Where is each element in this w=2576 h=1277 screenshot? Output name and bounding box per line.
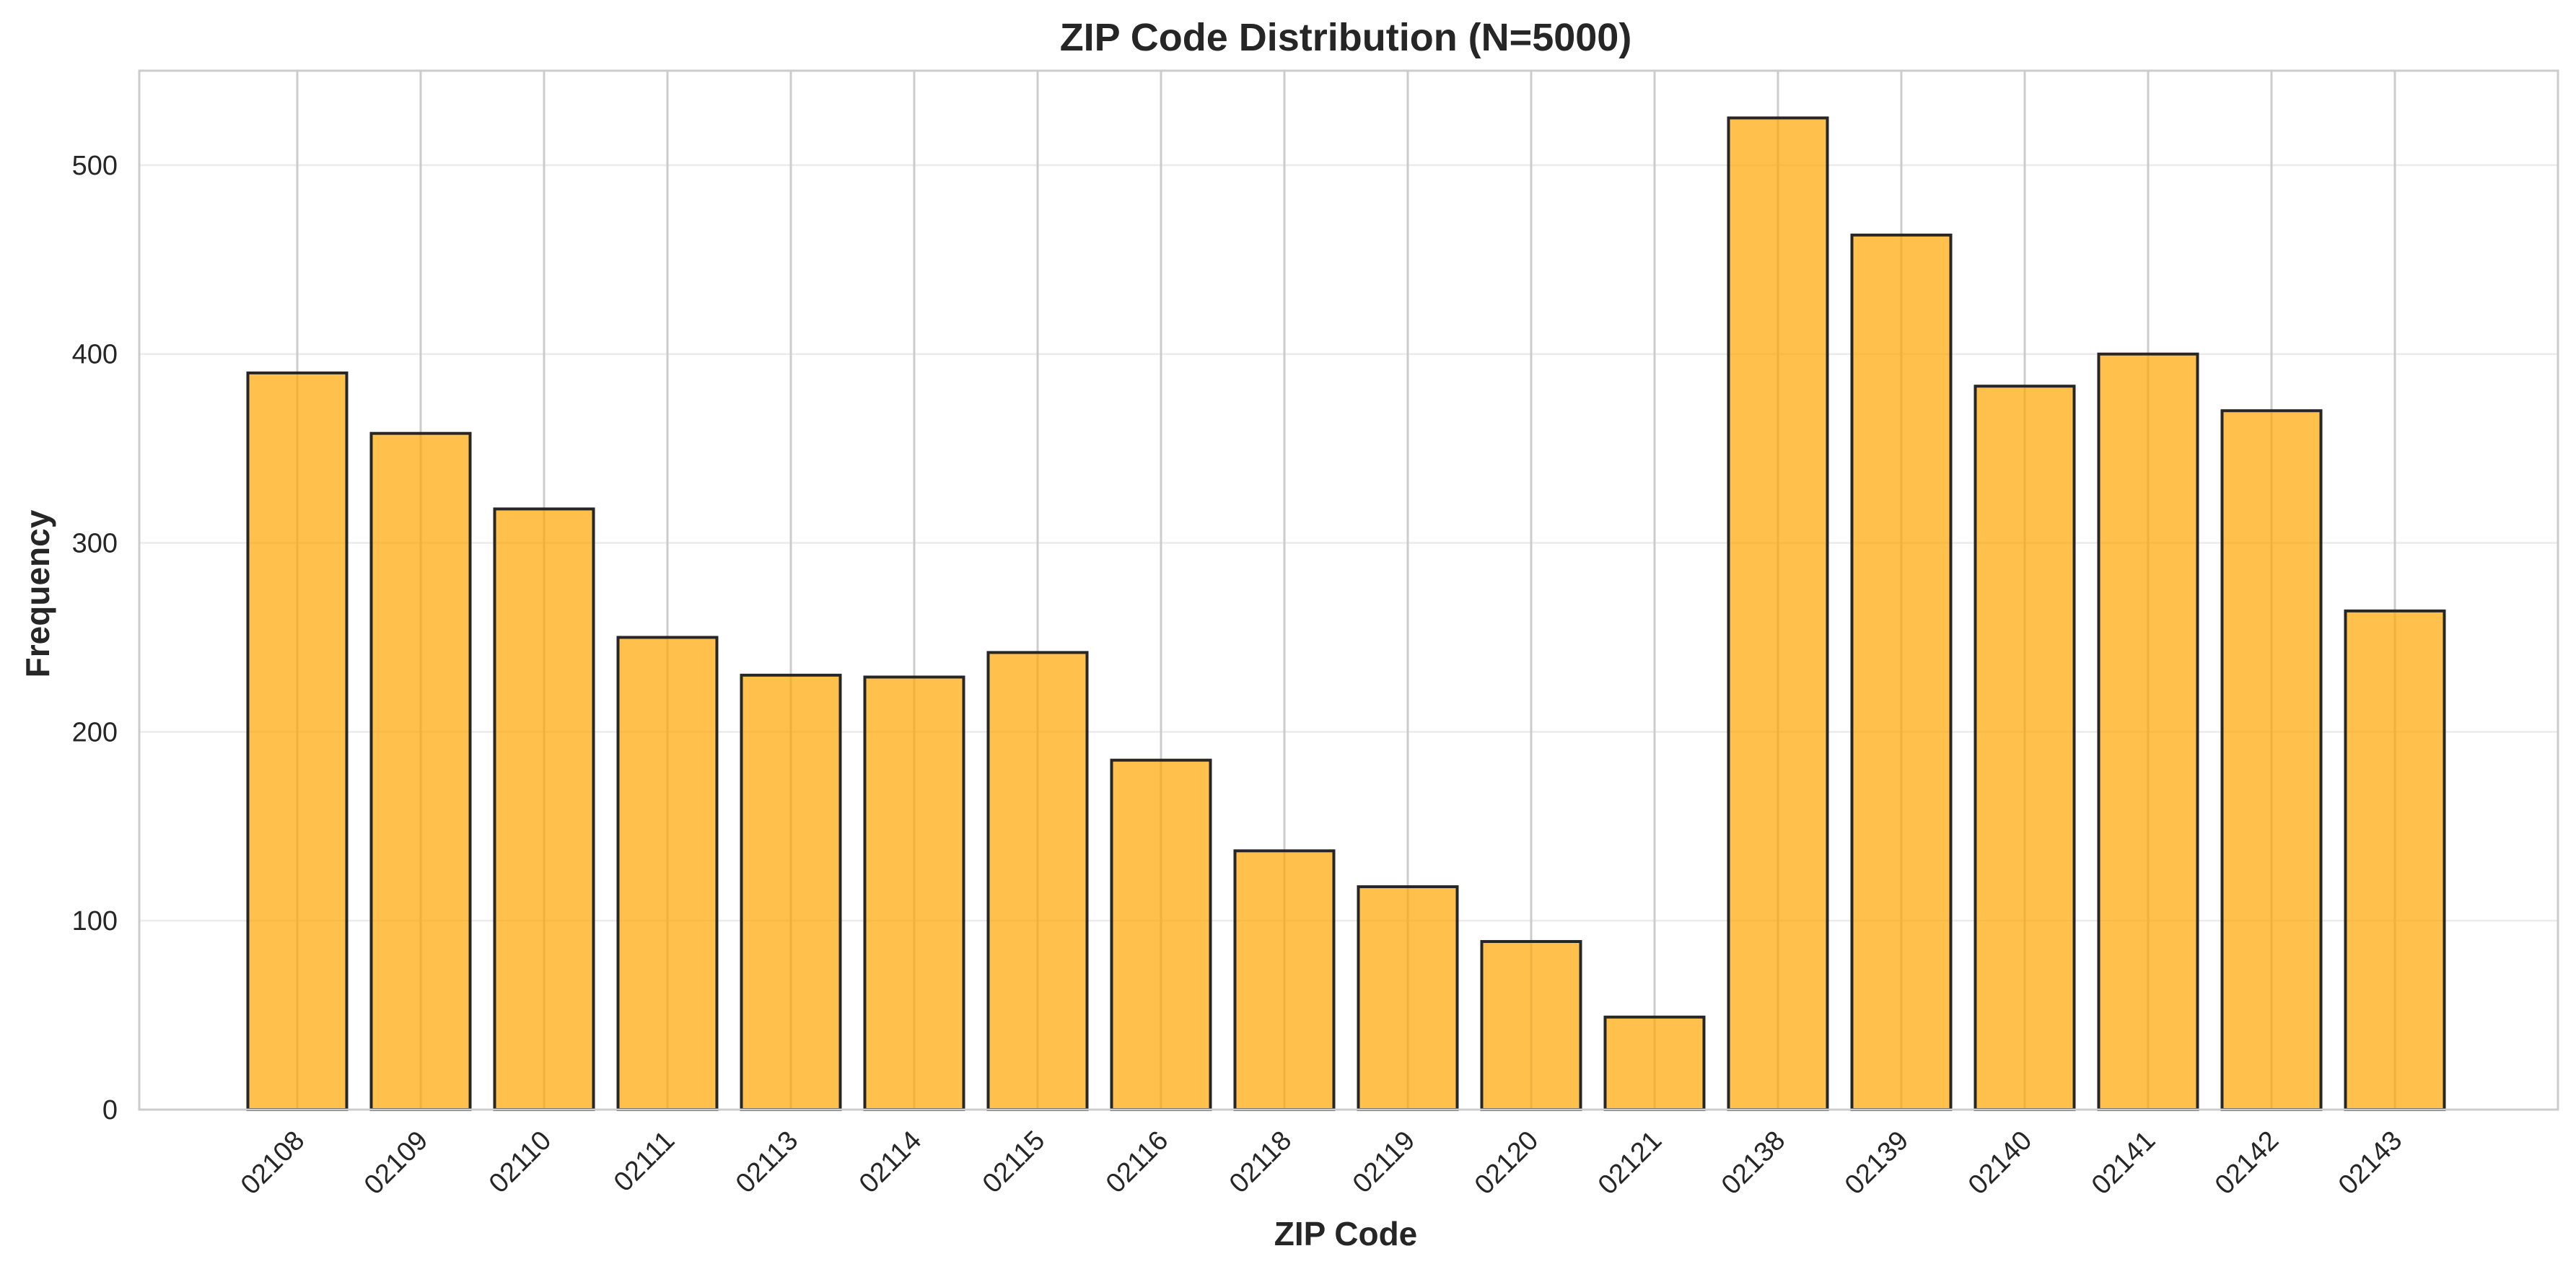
bar-02111 xyxy=(616,636,719,1111)
x-tick-label: 02118 xyxy=(1224,1125,1297,1199)
x-tick-label: 02108 xyxy=(235,1125,310,1201)
x-tick-label: 02139 xyxy=(1839,1125,1914,1201)
bar-02119 xyxy=(1357,885,1459,1112)
x-tick-label: 02119 xyxy=(1347,1125,1421,1199)
y-tick-label: 500 xyxy=(72,151,118,181)
bar-02143 xyxy=(2344,609,2446,1111)
bar-02141 xyxy=(2097,352,2199,1111)
x-tick-label: 02121 xyxy=(1593,1125,1668,1201)
x-tick-label: 02141 xyxy=(2086,1125,2161,1201)
y-tick-label: 0 xyxy=(102,1095,118,1125)
x-tick-label: 02109 xyxy=(359,1125,434,1201)
x-tick-label: 02111 xyxy=(608,1125,680,1198)
x-tick-label: 02138 xyxy=(1716,1125,1791,1201)
plot-area-frame xyxy=(138,69,2559,1111)
bar-02118 xyxy=(1233,849,1336,1111)
bar-02113 xyxy=(740,673,842,1111)
chart-title: ZIP Code Distribution (N=5000) xyxy=(1060,16,1632,59)
x-tick-label: 02115 xyxy=(977,1125,1051,1199)
x-tick-label: 02113 xyxy=(730,1125,804,1199)
y-tick-labels: 0 100 200 300 400 500 xyxy=(72,151,118,1125)
y-tick-label: 400 xyxy=(72,340,118,370)
x-tick-label: 02114 xyxy=(854,1125,927,1199)
x-tick-labels: 02108 02109 02110 02111 02113 02114 02115 02116… xyxy=(235,1125,2408,1201)
x-tick-label: 02116 xyxy=(1100,1125,1174,1199)
bar-02110 xyxy=(493,507,595,1111)
bar-02140 xyxy=(1973,385,2076,1111)
bar-02121 xyxy=(1603,1015,1706,1112)
y-tick-label: 100 xyxy=(72,906,118,936)
x-tick-label: 02110 xyxy=(483,1125,557,1199)
bars xyxy=(246,116,2446,1112)
x-tick-label: 02142 xyxy=(2209,1125,2284,1201)
bar-02120 xyxy=(1480,939,1582,1111)
bar-02142 xyxy=(2220,409,2323,1111)
bar-02138 xyxy=(1727,116,1829,1111)
bar-02114 xyxy=(863,675,965,1111)
x-tick-label: 02120 xyxy=(1469,1125,1544,1201)
bar-02139 xyxy=(1850,233,1953,1111)
x-axis-label: ZIP Code xyxy=(1274,1215,1418,1252)
bar-02115 xyxy=(986,651,1089,1111)
y-tick-label: 300 xyxy=(72,529,118,559)
x-tick-label: 02140 xyxy=(1963,1125,2038,1201)
bar-02108 xyxy=(246,371,349,1111)
bar-02109 xyxy=(369,431,472,1111)
bar-02116 xyxy=(1110,758,1212,1111)
y-tick-label: 200 xyxy=(72,717,118,747)
x-tick-label: 02143 xyxy=(2333,1125,2408,1201)
y-axis-label: Frequency xyxy=(19,509,56,677)
